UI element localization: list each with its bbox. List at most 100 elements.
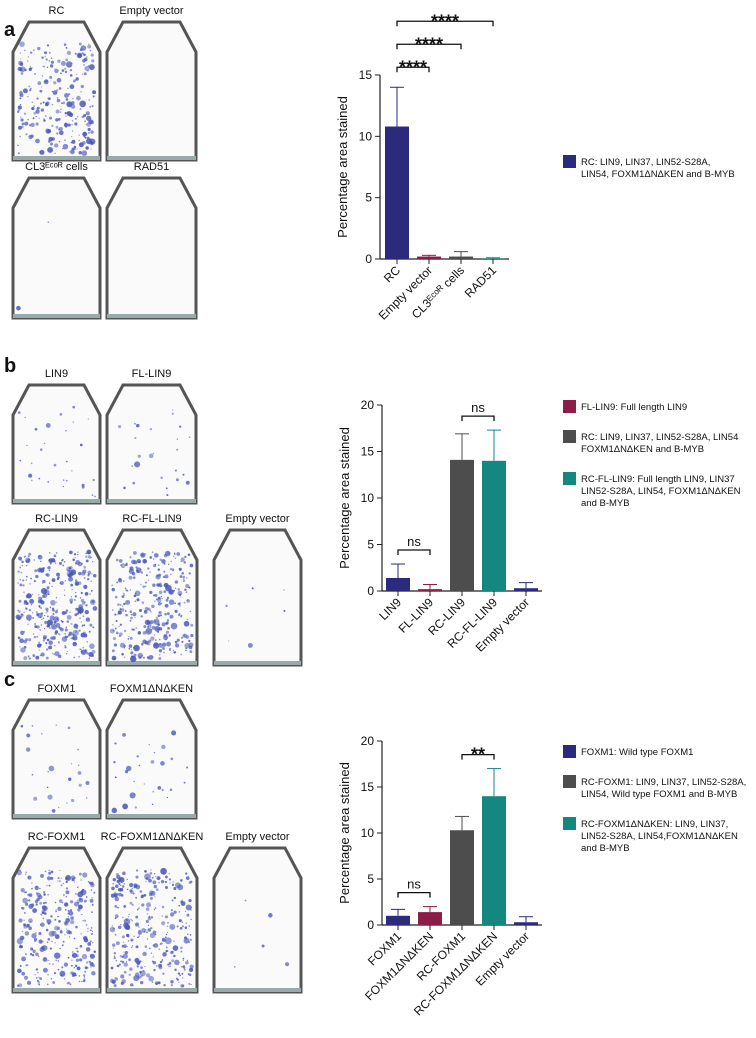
colony xyxy=(180,557,185,562)
legend-swatch xyxy=(563,400,576,413)
legend-text: RC-FOXM1ΔNΔKEN: LIN9, LIN37, xyxy=(581,819,728,830)
colony xyxy=(60,619,63,622)
colony xyxy=(87,127,91,132)
colony xyxy=(153,553,159,558)
colony xyxy=(166,925,169,928)
colony xyxy=(162,651,165,654)
sig-label: ** xyxy=(471,745,485,765)
colony xyxy=(82,615,85,618)
colony xyxy=(40,108,45,112)
colony xyxy=(82,919,84,922)
colony xyxy=(30,903,35,907)
colony xyxy=(47,893,50,896)
colony xyxy=(148,743,150,746)
sig-bracket xyxy=(396,20,494,27)
colony xyxy=(50,64,54,68)
colony xyxy=(74,613,78,617)
colony xyxy=(187,973,190,976)
colony xyxy=(88,132,90,134)
x-tick-label: RAD51 xyxy=(462,263,499,300)
colony xyxy=(73,966,76,969)
colony xyxy=(82,974,86,977)
colony xyxy=(117,603,120,606)
colony xyxy=(123,602,126,606)
colony xyxy=(166,619,170,622)
colony xyxy=(19,62,24,67)
colony xyxy=(126,589,129,592)
colony xyxy=(83,57,88,62)
colony xyxy=(132,646,135,649)
colony xyxy=(131,465,134,468)
colony xyxy=(125,563,128,567)
colony xyxy=(23,611,25,613)
colony xyxy=(128,973,131,976)
colony xyxy=(46,983,49,986)
colony xyxy=(137,975,142,979)
colony xyxy=(92,560,94,563)
colony xyxy=(116,581,119,584)
colony xyxy=(170,757,174,761)
colony xyxy=(54,645,56,647)
colony xyxy=(145,919,149,924)
colony xyxy=(135,566,138,569)
colony xyxy=(90,130,94,134)
colony xyxy=(120,924,122,926)
colony xyxy=(59,581,64,585)
colony xyxy=(64,635,67,639)
colony xyxy=(82,647,84,649)
colony xyxy=(161,744,166,750)
colony xyxy=(61,966,64,969)
colony xyxy=(24,975,29,980)
legend-swatch xyxy=(563,155,576,168)
colony xyxy=(122,733,126,737)
colony xyxy=(161,788,164,792)
colony xyxy=(166,612,170,616)
sig-bracket xyxy=(397,891,431,898)
colony xyxy=(173,887,177,891)
colony xyxy=(69,84,75,90)
colony xyxy=(23,656,28,661)
colony xyxy=(44,870,47,873)
colony xyxy=(142,585,146,589)
colony xyxy=(43,893,46,896)
colony xyxy=(188,572,191,575)
colony xyxy=(35,977,38,980)
colony xyxy=(134,422,136,425)
colony xyxy=(69,900,74,904)
colony xyxy=(32,593,34,596)
colony xyxy=(65,875,72,881)
colony xyxy=(81,73,84,75)
plate xyxy=(212,846,303,994)
colony xyxy=(39,102,43,105)
colony xyxy=(17,636,21,640)
colony xyxy=(161,559,166,564)
colony xyxy=(82,569,87,574)
colony xyxy=(136,908,139,911)
colony xyxy=(90,141,94,146)
colony xyxy=(39,629,42,631)
colony xyxy=(169,882,171,884)
colony xyxy=(139,960,142,963)
colony xyxy=(54,631,58,635)
colony xyxy=(23,556,26,558)
colony xyxy=(22,897,28,904)
colony xyxy=(169,923,176,930)
colony xyxy=(170,909,174,912)
colony xyxy=(147,623,152,627)
colony xyxy=(20,72,24,75)
colony xyxy=(19,869,21,872)
colony xyxy=(115,631,119,635)
colony xyxy=(30,595,33,597)
colony xyxy=(117,613,119,615)
colony xyxy=(77,904,83,910)
colony xyxy=(178,613,181,615)
colony xyxy=(41,56,44,59)
colony xyxy=(85,924,88,926)
colony xyxy=(63,893,65,896)
colony xyxy=(24,121,29,126)
colony xyxy=(87,418,89,420)
plate-base xyxy=(13,499,100,503)
colony xyxy=(16,305,21,311)
colony xyxy=(60,60,66,67)
colony xyxy=(142,558,148,564)
